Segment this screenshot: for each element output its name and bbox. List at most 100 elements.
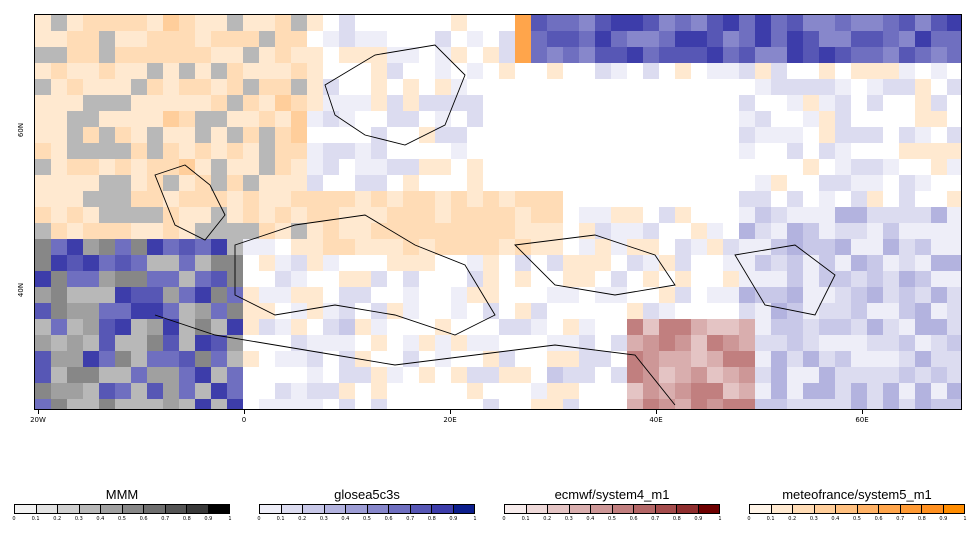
grid-cell: [451, 127, 467, 143]
grid-cell: [291, 319, 307, 335]
grid-cell: [723, 31, 739, 47]
grid-cell: [67, 191, 83, 207]
grid-cell: [883, 63, 899, 79]
legend-tick-label: 0.3: [809, 516, 818, 522]
grid-cell: [307, 367, 323, 383]
grid-cell: [51, 399, 67, 409]
grid-cell: [339, 319, 355, 335]
grid-cell: [275, 63, 291, 79]
grid-cell: [851, 351, 867, 367]
grid-cell: [947, 239, 961, 255]
grid-cell: [755, 79, 771, 95]
grid-cell: [275, 319, 291, 335]
legend-tick-label: 1: [963, 516, 967, 522]
grid-cell: [259, 31, 275, 47]
legend-swatch: [526, 505, 548, 513]
legend-colorbar: [749, 504, 965, 514]
grid-cell: [323, 335, 339, 351]
grid-cell: [739, 319, 755, 335]
grid-cell: [339, 239, 355, 255]
grid-cell: [323, 143, 339, 159]
grid-cell: [275, 175, 291, 191]
grid-cell: [435, 31, 451, 47]
grid-cell: [323, 239, 339, 255]
grid-cell: [755, 255, 771, 271]
grid-cell: [691, 367, 707, 383]
grid-cell: [643, 47, 659, 63]
grid-cell: [659, 31, 675, 47]
grid-cell: [467, 367, 483, 383]
grid-cell: [755, 207, 771, 223]
grid-cell: [259, 159, 275, 175]
grid-cell: [355, 367, 371, 383]
grid-cell: [771, 15, 787, 31]
grid-cell: [227, 303, 243, 319]
grid-cell: [835, 31, 851, 47]
grid-cell: [803, 95, 819, 111]
grid-cell: [339, 383, 355, 399]
grid-cell: [307, 175, 323, 191]
grid-cell: [419, 159, 435, 175]
grid-cell: [947, 31, 961, 47]
grid-cell: [867, 303, 883, 319]
grid-cell: [163, 383, 179, 399]
grid-cell: [67, 271, 83, 287]
grid-cell: [163, 367, 179, 383]
grid-cell: [515, 319, 531, 335]
grid-cell: [931, 335, 947, 351]
grid-cell: [419, 255, 435, 271]
grid-cell: [35, 159, 51, 175]
grid-cell: [179, 383, 195, 399]
legend-swatch: [187, 505, 209, 513]
grid-cell: [83, 191, 99, 207]
grid-cell: [51, 175, 67, 191]
grid-cell: [515, 367, 531, 383]
grid-cell: [851, 207, 867, 223]
grid-cell: [451, 287, 467, 303]
grid-cell: [659, 383, 675, 399]
grid-cell: [51, 351, 67, 367]
grid-cell: [451, 335, 467, 351]
grid-cell: [739, 239, 755, 255]
legend-ticks: 0 0.1 0.2 0.3 0.4 0.5 0.6 0.7 0.8 0.9 1: [747, 514, 967, 524]
grid-cell: [35, 15, 51, 31]
grid-cell: [931, 207, 947, 223]
grid-cell: [147, 143, 163, 159]
legend-swatch: [814, 505, 836, 513]
grid-cell: [83, 95, 99, 111]
lon-label-60e: 60E: [855, 416, 869, 424]
grid-cell: [451, 303, 467, 319]
grid-cell: [259, 111, 275, 127]
grid-cell: [483, 399, 499, 409]
grid-cell: [211, 255, 227, 271]
grid-cell: [195, 159, 211, 175]
grid-cell: [355, 159, 371, 175]
grid-cell: [899, 287, 915, 303]
grid-cell: [531, 15, 547, 31]
grid-cell: [739, 351, 755, 367]
grid-cell: [83, 79, 99, 95]
grid-cell: [899, 63, 915, 79]
grid-cell: [163, 63, 179, 79]
grid-cell: [115, 95, 131, 111]
grid-cell: [179, 63, 195, 79]
grid-cell: [707, 239, 723, 255]
grid-cell: [115, 399, 131, 409]
grid-cell: [899, 335, 915, 351]
grid-cell: [787, 15, 803, 31]
grid-cell: [291, 111, 307, 127]
legend-tick-label: 0.4: [586, 516, 595, 522]
grid-cell: [867, 31, 883, 47]
grid-cell: [259, 143, 275, 159]
grid-cell: [355, 271, 371, 287]
grid-cell: [195, 127, 211, 143]
grid-cell: [451, 223, 467, 239]
grid-cell: [115, 255, 131, 271]
legend-tick-label: 0.6: [139, 516, 148, 522]
grid-cell: [739, 223, 755, 239]
grid-cell: [595, 255, 611, 271]
grid-cell: [275, 111, 291, 127]
grid-cell: [99, 239, 115, 255]
grid-cell: [723, 15, 739, 31]
legend-tick-label: 0.7: [406, 516, 415, 522]
